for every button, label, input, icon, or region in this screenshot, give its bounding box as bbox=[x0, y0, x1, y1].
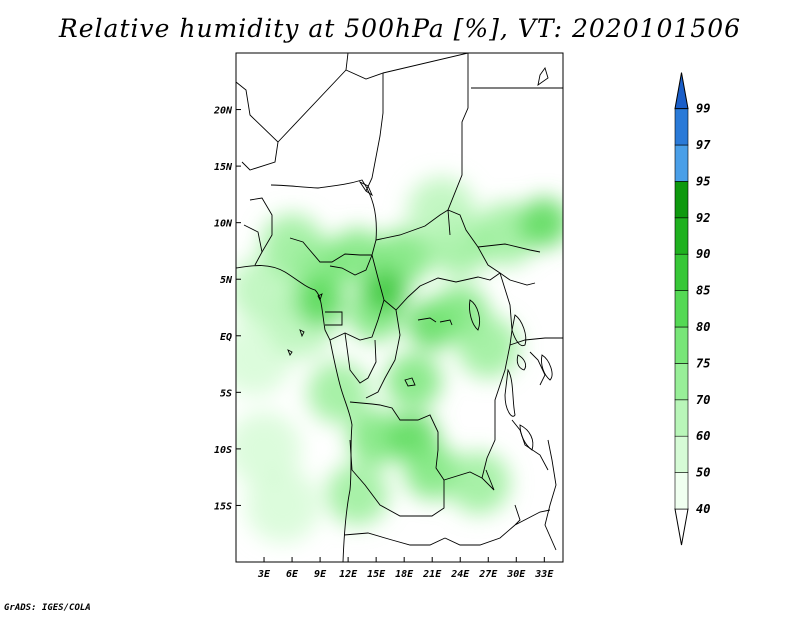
humidity-region bbox=[363, 268, 408, 313]
country-borders bbox=[236, 53, 563, 562]
humidity-region bbox=[519, 197, 563, 248]
lat-tick-label: 15S bbox=[214, 501, 232, 512]
colorbar-label: 85 bbox=[696, 284, 710, 298]
humidity-region bbox=[307, 361, 370, 424]
humidity-region bbox=[447, 451, 510, 514]
colorbar-swatch bbox=[674, 181, 689, 219]
lat-tick-label: 5N bbox=[220, 275, 233, 286]
lat-tick-label: 15N bbox=[214, 162, 233, 173]
colorbar-label: 95 bbox=[696, 174, 710, 188]
lakes-and-islands bbox=[287, 66, 553, 451]
colorbar-bottom-triangle bbox=[674, 508, 689, 546]
lon-tick-label: 3E bbox=[257, 569, 271, 580]
humidity-field bbox=[236, 177, 563, 543]
humidity-region bbox=[236, 411, 302, 486]
colorbar: 40 50 60 70 75 80 85 90 92 95 97 99 bbox=[674, 72, 711, 546]
map-title: Relative humidity at 500hPa [%], VT: 202… bbox=[58, 14, 742, 43]
colorbar-swatch bbox=[674, 144, 689, 182]
colorbar-label: 40 bbox=[696, 502, 710, 516]
lat-tick-label: 10N bbox=[214, 219, 233, 230]
colorbar-swatch bbox=[674, 326, 689, 364]
colorbar-label: 99 bbox=[696, 102, 710, 116]
colorbar-swatch bbox=[674, 217, 689, 255]
humidity-region bbox=[407, 177, 476, 246]
lon-tick-label: 15E bbox=[367, 569, 386, 580]
lon-tick-label: 27E bbox=[478, 569, 498, 580]
lon-tick-label: 24E bbox=[450, 569, 470, 580]
humidity-region bbox=[245, 468, 320, 543]
colorbar-label: 97 bbox=[696, 138, 711, 152]
lon-tick-label: 33E bbox=[534, 569, 554, 580]
colorbar-swatch bbox=[674, 253, 689, 291]
map-frame bbox=[235, 52, 564, 563]
lon-tick-label: 9E bbox=[314, 569, 327, 580]
humidity-region bbox=[348, 409, 405, 466]
lon-tick-label: 30E bbox=[506, 569, 526, 580]
colorbar-label: 92 bbox=[696, 211, 710, 225]
colorbar-swatch bbox=[674, 435, 689, 473]
colorbar-label: 70 bbox=[696, 393, 710, 407]
lat-tick-label: 20N bbox=[213, 106, 233, 117]
lon-tick-label: 6E bbox=[286, 569, 299, 580]
humidity-region bbox=[457, 316, 520, 379]
colorbar-label: 50 bbox=[696, 466, 710, 480]
colorbar-swatch bbox=[674, 290, 689, 328]
lon-tick-label: 18E bbox=[395, 569, 414, 580]
colorbar-label: 60 bbox=[696, 429, 710, 443]
lat-tick-label: 5S bbox=[220, 388, 232, 399]
humidity-region bbox=[329, 228, 386, 285]
colorbar-label: 75 bbox=[696, 356, 710, 370]
lat-tick-label: 10S bbox=[214, 445, 232, 456]
colorbar-swatch bbox=[674, 472, 689, 510]
colorbar-label: 90 bbox=[696, 247, 710, 261]
humidity-region bbox=[404, 443, 461, 500]
lon-tick-label: 21E bbox=[422, 569, 442, 580]
colorbar-swatch bbox=[674, 363, 689, 401]
colorbar-label: 80 bbox=[696, 320, 710, 334]
map-figure: 3E 6E 9E 12E 15E 18E 21E 24E 27E 30E 33E 20N 15N 10N 5… bbox=[213, 52, 711, 580]
lon-tick-label: 12E bbox=[339, 569, 358, 580]
grads-credit: GrADS: IGES/COLA bbox=[4, 603, 91, 613]
lat-tick-label: EQ bbox=[220, 332, 232, 343]
colorbar-swatch bbox=[674, 399, 689, 437]
colorbar-swatch bbox=[674, 108, 689, 146]
humidity-region bbox=[326, 463, 389, 526]
humidity-region bbox=[295, 276, 346, 327]
humidity-region bbox=[261, 214, 324, 277]
axis-ticks: 3E 6E 9E 12E 15E 18E 21E 24E 27E 30E 33E 20N 15N 10N 5… bbox=[213, 106, 554, 580]
colorbar-top-triangle bbox=[674, 72, 689, 110]
